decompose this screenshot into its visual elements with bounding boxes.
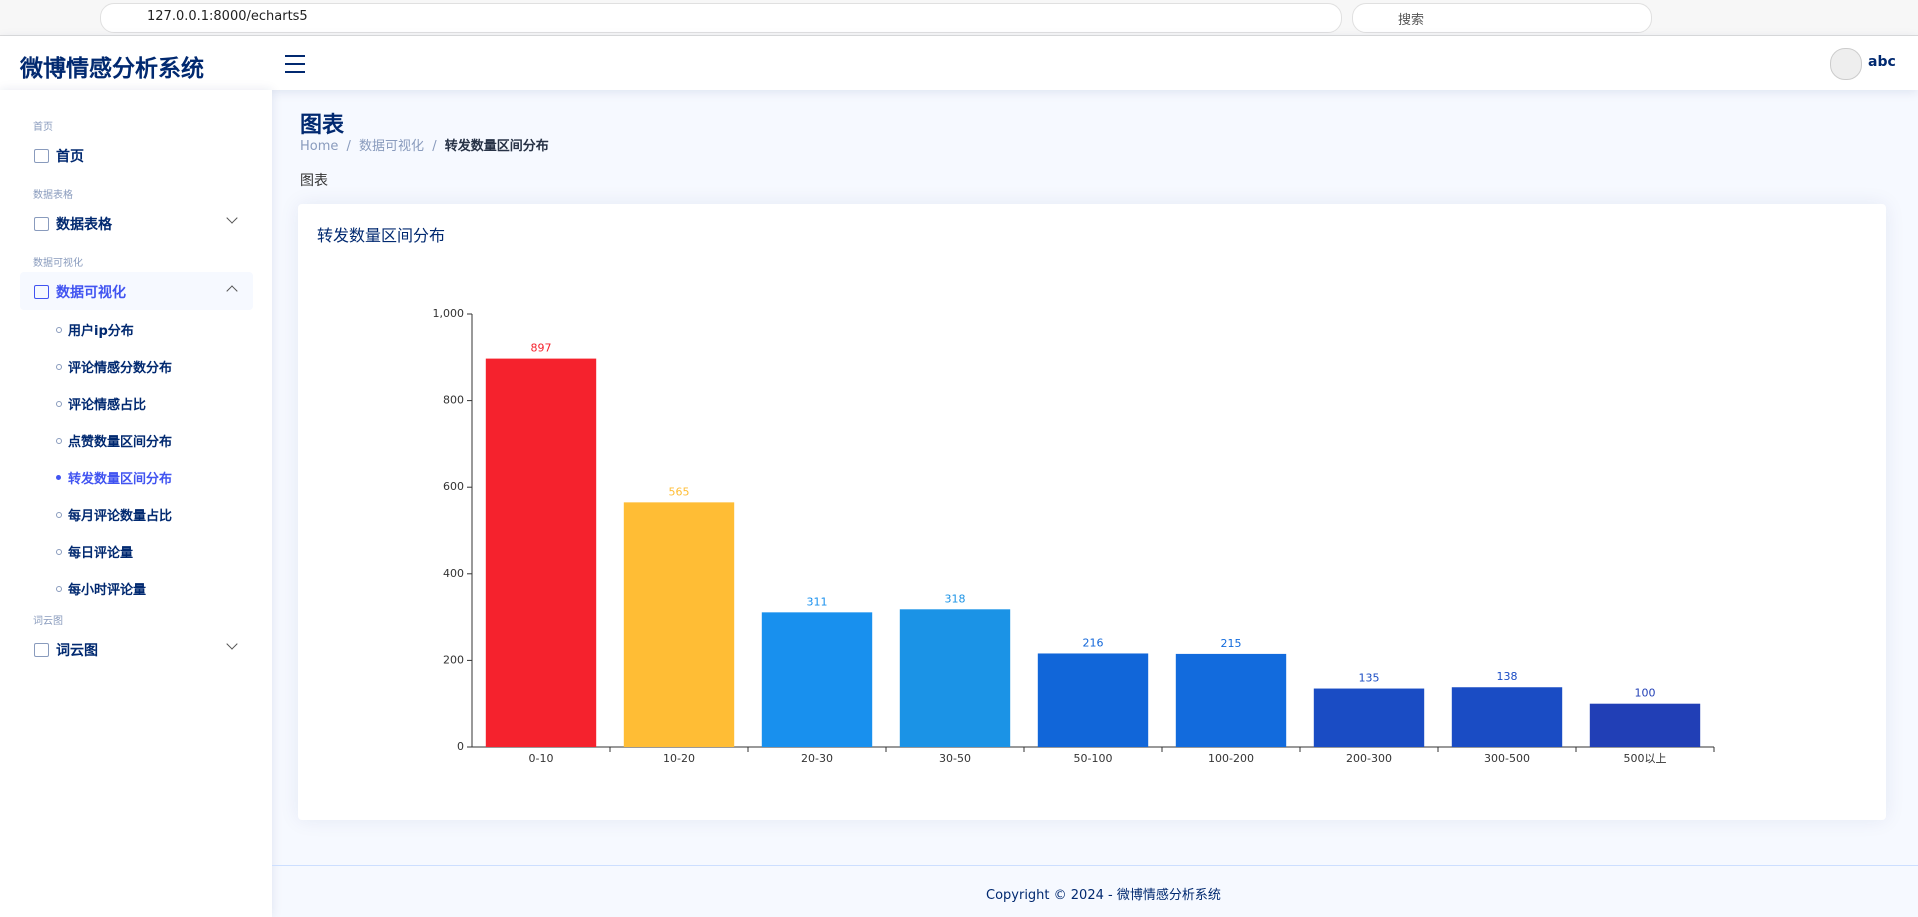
x-tick-label: 30-50 (939, 752, 971, 765)
submenu-dot (56, 549, 62, 555)
value-label: 565 (669, 485, 690, 498)
bar (761, 612, 873, 747)
x-tick-label: 0-10 (529, 752, 554, 765)
value-label: 216 (1083, 636, 1104, 649)
y-tick-label: 200 (443, 653, 464, 666)
value-label: 311 (807, 595, 828, 608)
value-label: 897 (531, 342, 552, 355)
bar (899, 609, 1011, 747)
value-label: 215 (1221, 637, 1242, 650)
x-tick-label: 200-300 (1346, 752, 1392, 765)
section-label: 图表 (300, 173, 328, 189)
y-tick-label: 1,000 (433, 307, 465, 320)
submenu-item[interactable]: 用户ip分布 (68, 324, 134, 339)
submenu-item[interactable]: 点赞数量区间分布 (68, 435, 173, 450)
submenu-item[interactable]: 每日评论量 (68, 546, 134, 561)
avatar[interactable] (1830, 48, 1862, 80)
chart-title: 转发数量区间分布 (317, 226, 446, 245)
value-label: 318 (945, 592, 966, 605)
page-title: 图表 (300, 113, 345, 138)
menu-item[interactable]: 首页 (56, 149, 84, 165)
submenu-item[interactable]: 每小时评论量 (68, 583, 147, 598)
x-tick-label: 300-500 (1484, 752, 1530, 765)
bar (1175, 653, 1287, 747)
breadcrumb-item[interactable]: Home (300, 139, 339, 154)
value-label: 135 (1359, 672, 1380, 685)
sidebar-heading: 数据可视化 (33, 258, 83, 269)
menu-highlight (20, 272, 253, 310)
breadcrumb-item: 转发数量区间分布 (444, 139, 549, 154)
submenu-item[interactable]: 转发数量区间分布 (68, 472, 173, 487)
x-tick-label: 100-200 (1208, 752, 1254, 765)
x-tick-label: 10-20 (663, 752, 695, 765)
submenu-dot (56, 327, 62, 333)
y-tick-label: 400 (443, 567, 464, 580)
bar (1451, 687, 1563, 747)
user[interactable]: abc (1868, 54, 1896, 70)
submenu-item[interactable]: 评论情感占比 (68, 398, 147, 413)
y-tick-label: 600 (443, 480, 464, 493)
submenu-dot (56, 364, 62, 370)
submenu-item[interactable]: 每月评论数量占比 (68, 509, 173, 524)
menu-item[interactable]: 词云图 (56, 643, 98, 659)
value-label: 138 (1497, 670, 1518, 683)
menu-icon (34, 285, 49, 299)
menu-item[interactable]: 数据表格 (56, 217, 112, 233)
separator: / (428, 139, 441, 154)
search[interactable]: 搜索 (1398, 13, 1425, 28)
separator: / (342, 139, 356, 154)
url[interactable]: 127.0.0.1:8000/echarts5 (147, 9, 308, 24)
submenu-item[interactable]: 评论情感分数分布 (68, 361, 173, 376)
sidebar: 首页 首页 数据表格 数据表格 数据可视化 数据可视化 用户ip分布 评论情感分数分布 评论情感… (0, 90, 272, 917)
footer-line (272, 865, 1918, 866)
url-box[interactable] (100, 3, 1342, 33)
menu-toggle[interactable] (284, 54, 306, 74)
sidebar-heading: 首页 (33, 122, 53, 133)
menu-icon (34, 217, 49, 231)
sidebar-heading: 数据表格 (33, 190, 73, 201)
search-box[interactable] (1352, 3, 1652, 33)
y-tick-label: 800 (443, 394, 464, 407)
menu-item[interactable]: 数据可视化 (56, 285, 126, 301)
submenu-dot (56, 586, 62, 592)
breadcrumb-item[interactable]: 数据可视化 (359, 139, 425, 154)
menu-icon (34, 643, 49, 657)
x-tick-label: 500以上 (1624, 752, 1667, 765)
y-tick-label: 0 (457, 740, 464, 753)
bar (1037, 653, 1149, 747)
breadcrumb: Home / 数据可视化 / 转发数量区间分布 (300, 135, 549, 154)
menu-icon (34, 149, 49, 163)
submenu-dot (56, 475, 61, 480)
submenu-dot (56, 401, 62, 407)
bar (1589, 703, 1701, 747)
submenu-dot (56, 438, 62, 444)
app-title[interactable]: 微博情感分析系统 (20, 56, 204, 82)
footer: Copyright © 2024 - 微博情感分析系统 (986, 888, 1221, 903)
sidebar-heading: 词云图 (33, 616, 63, 627)
submenu-dot (56, 512, 62, 518)
x-tick-label: 20-30 (801, 752, 833, 765)
header (0, 36, 1918, 90)
bar (485, 358, 597, 747)
bar (1313, 688, 1425, 747)
bar (623, 502, 735, 747)
value-label: 100 (1635, 687, 1656, 700)
x-tick-label: 50-100 (1074, 752, 1113, 765)
